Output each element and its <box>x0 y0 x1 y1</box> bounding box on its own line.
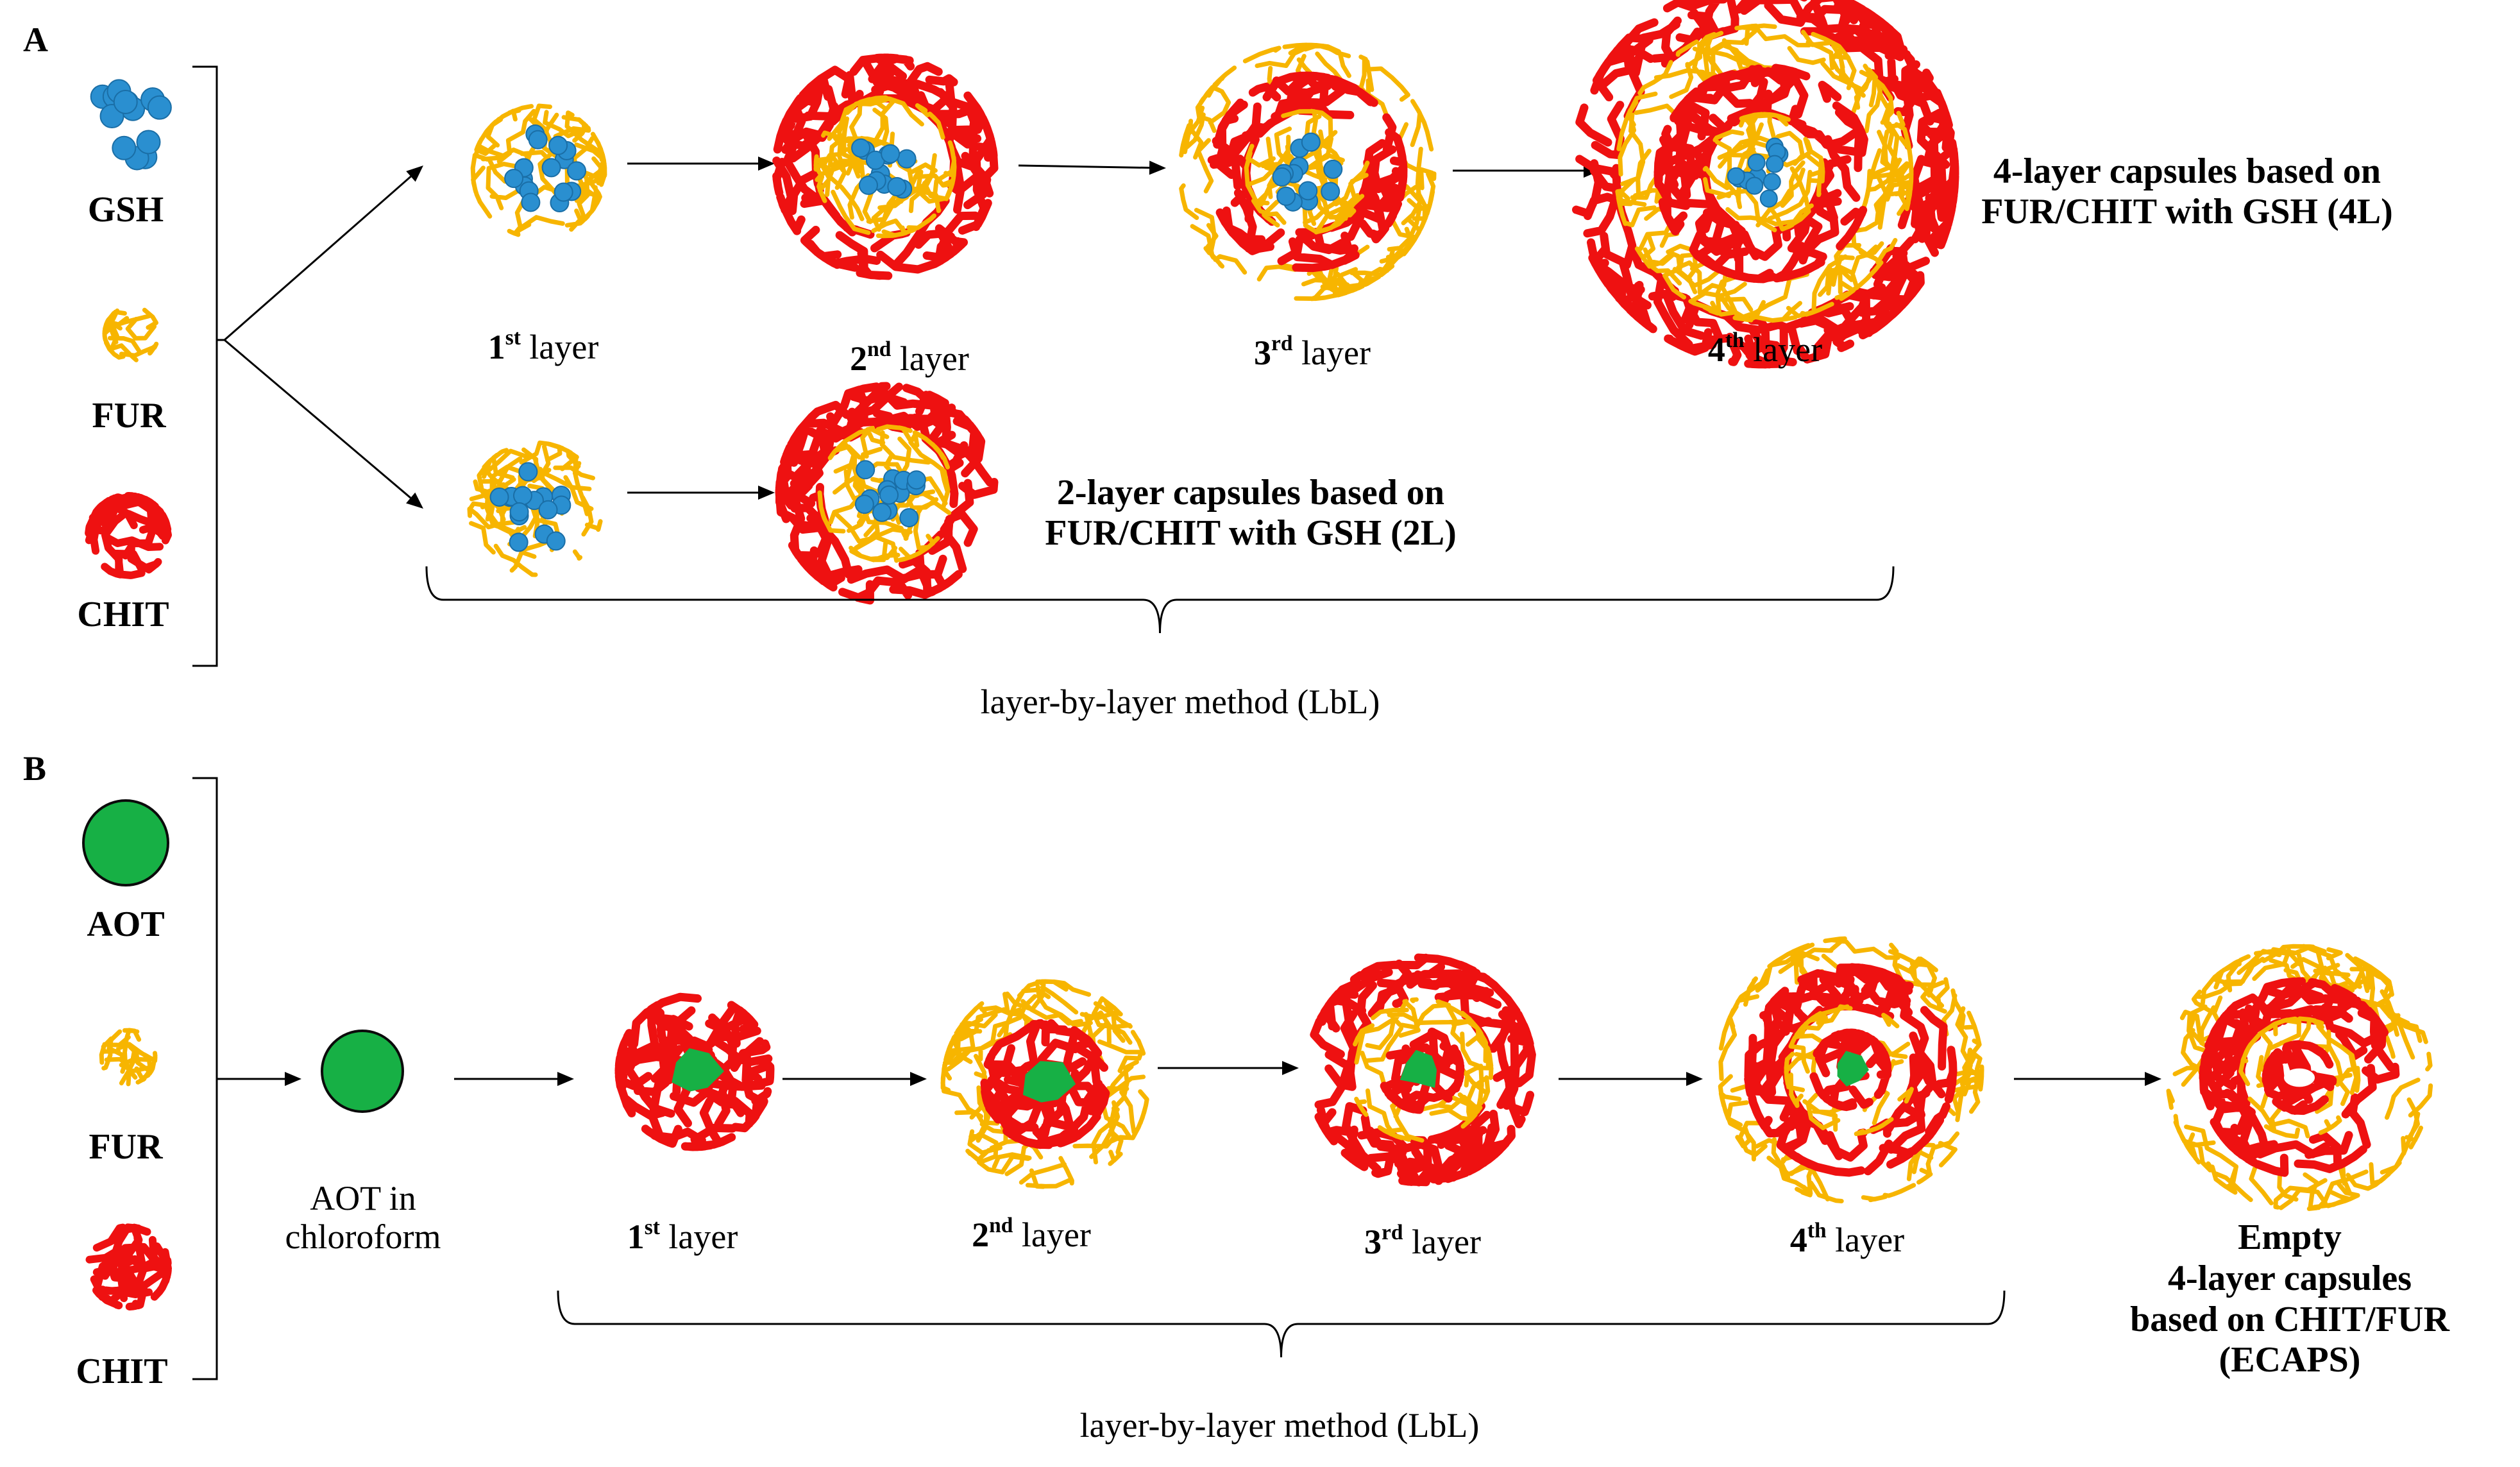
legend-bracket-a <box>192 65 218 667</box>
caption-ecaps-line-1: Empty <box>2238 1217 2342 1257</box>
legend-gsh-icon <box>90 79 172 171</box>
layer-label-b-4: 4th layer <box>1789 1219 1905 1259</box>
caption-2l-line-1: 2-layer capsules based on <box>1056 473 1445 513</box>
caption-2l-line-2: FUR/CHIT with GSH (2L) <box>1045 513 1457 553</box>
arrow-a-2l <box>627 486 775 500</box>
legend-bracket-b <box>192 777 218 1380</box>
legend-aot-label: AOT <box>87 904 165 944</box>
capsule-a-2l-layer-2 <box>775 382 999 605</box>
capsule-b-layer-3 <box>1310 953 1536 1187</box>
arrow-b-2-3 <box>1158 1061 1299 1075</box>
capsule-a-2l-layer-1 <box>467 440 603 577</box>
arrow-b-1-2 <box>782 1072 927 1086</box>
brace-a <box>425 566 1895 634</box>
capsule-a-layer-4 <box>1572 0 1959 369</box>
layer-label-b-3: 3rd layer <box>1364 1221 1481 1261</box>
layer-label-a-4: 4th layer <box>1707 328 1823 369</box>
caption-ecaps-line-3: based on CHIT/FUR <box>2130 1299 2449 1339</box>
arrow-a-2-3 <box>1018 160 1166 175</box>
capsule-a-layer-3 <box>1179 42 1437 301</box>
caption-ecaps: Empty 4-layer capsules based on CHIT/FUR… <box>2110 1217 2469 1381</box>
legend-chit-label: CHIT <box>77 595 169 634</box>
capsule-b-layer-4 <box>1718 936 1984 1203</box>
layer-label-b-1: 1st layer <box>627 1216 738 1256</box>
legend-fur-label: FUR <box>92 396 166 436</box>
layer-label-a-1: 1st layer <box>487 326 599 366</box>
method-label-a: layer-by-layer method (LbL) <box>980 683 1380 721</box>
arrow-b-aot <box>454 1072 574 1086</box>
capsule-a-layer-1 <box>470 103 607 237</box>
legend-fur-icon-b <box>99 1028 158 1087</box>
capsule-b-layer-2 <box>940 979 1149 1189</box>
aot-droplet <box>321 1030 404 1113</box>
panel-a-label: A <box>23 21 48 59</box>
layer-label-b-2: 2nd layer <box>972 1214 1091 1254</box>
capsule-b-layer-1 <box>614 992 775 1151</box>
legend-chit-icon <box>85 492 172 579</box>
caption-4l-line-2: FUR/CHIT with GSH (4L) <box>1981 191 2393 232</box>
arrow-b-4-final <box>2014 1072 2161 1086</box>
caption-ecaps-line-4: (ECAPS) <box>2219 1340 2361 1380</box>
aot-label-line-1: AOT in <box>310 1179 416 1217</box>
capsule-b-empty <box>2166 944 2433 1211</box>
legend-aot-icon <box>82 799 169 886</box>
method-label-b: layer-by-layer method (LbL) <box>1079 1406 1480 1445</box>
panel-b-label: B <box>23 749 47 788</box>
legend-chit-icon-b <box>85 1223 172 1310</box>
legend-fur-label-b: FUR <box>89 1127 163 1167</box>
arrow-b-3-4 <box>1559 1072 1703 1086</box>
legend-fur-icon <box>102 307 159 362</box>
layer-label-a-2: 2nd layer <box>850 337 969 378</box>
caption-4l-line-1: 4-layer capsules based on <box>1993 151 2381 191</box>
arrow-a-split-up <box>224 165 423 341</box>
layer-label-a-3: 3rd layer <box>1254 332 1371 372</box>
arrow-a-split-down <box>224 339 423 509</box>
legend-gsh-label: GSH <box>87 190 164 230</box>
capsule-a-layer-2 <box>772 53 999 280</box>
caption-4l: 4-layer capsules based on FUR/CHIT with … <box>1943 151 2431 232</box>
brace-b <box>557 1290 2006 1358</box>
caption-2l: 2-layer capsules based on FUR/CHIT with … <box>1007 473 1494 553</box>
aot-label-line-2: chloroform <box>285 1217 441 1257</box>
arrow-a-3-4 <box>1453 164 1600 178</box>
legend-chit-label-b: CHIT <box>76 1352 168 1391</box>
arrow-a-1-2 <box>627 157 775 171</box>
aot-in-chloroform-label: AOT in chloroform <box>285 1179 441 1257</box>
arrow-b-legend <box>217 1072 301 1086</box>
caption-ecaps-line-2: 4-layer capsules <box>2167 1258 2412 1298</box>
